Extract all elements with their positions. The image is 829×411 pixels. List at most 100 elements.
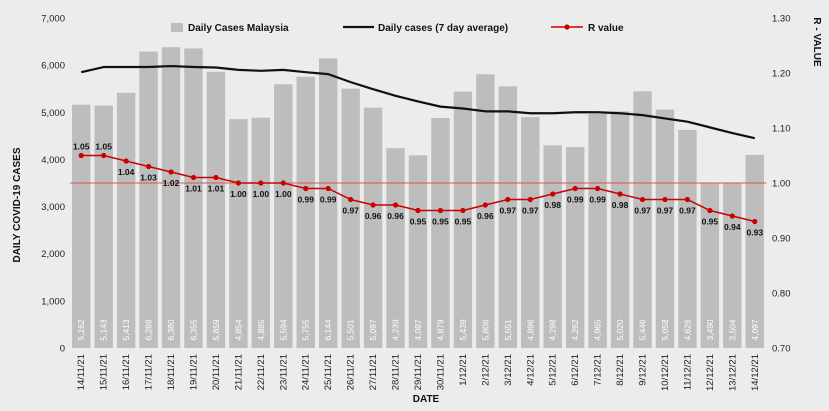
y-tick-label: 3,000 — [41, 202, 65, 213]
y-tick-label: 2,000 — [41, 249, 65, 260]
r-value-point — [392, 202, 399, 208]
bar-value-label: 5,413 — [121, 319, 131, 341]
bar-value-label: 4,626 — [682, 319, 692, 341]
r-value-label: 0.96 — [365, 211, 382, 221]
bar-value-label: 5,143 — [99, 319, 109, 341]
r-value-label: 0.93 — [747, 228, 764, 238]
x-tick-label: 4/12/21 — [525, 354, 536, 386]
r-value-label: 0.95 — [410, 217, 427, 227]
y2-tick-label: 1.20 — [772, 69, 791, 80]
y2-tick-label: 1.10 — [772, 124, 791, 135]
left-axis-ticks: 0 1,000 2,000 3,000 4,000 5,000 6,000 7,000 — [41, 14, 65, 355]
r-value-point — [415, 207, 421, 214]
bar — [700, 183, 720, 348]
bar-value-label: 6,380 — [166, 319, 176, 341]
r-value-series — [78, 152, 758, 225]
bar — [498, 86, 518, 348]
bar-value-label: 5,020 — [615, 319, 625, 341]
x-tick-label: 24/11/21 — [301, 354, 312, 390]
r-value-label: 1.00 — [275, 189, 292, 199]
legend-label-average: Daily cases (7 day average) — [378, 23, 508, 34]
x-tick-label: 1/12/21 — [458, 354, 469, 386]
r-value-label: 0.97 — [342, 206, 359, 216]
bar-value-label: 5,501 — [346, 319, 356, 341]
bar — [610, 111, 630, 348]
bar-value-label: 4,087 — [413, 319, 423, 341]
x-tick-label: 2/12/21 — [480, 354, 491, 386]
r-value-point — [280, 180, 286, 186]
r-value-label: 0.97 — [500, 206, 517, 216]
r-value-point — [348, 196, 354, 203]
r-value-label: 1.05 — [73, 142, 90, 152]
r-value-point — [617, 191, 623, 197]
bar — [341, 88, 360, 348]
x-tick-label: 30/11/21 — [435, 354, 446, 390]
x-tick-label: 23/11/21 — [278, 354, 289, 390]
r-value-point — [684, 196, 691, 203]
r-value-label: 1.05 — [95, 142, 112, 152]
x-tick-label: 15/11/21 — [99, 354, 110, 390]
x-tick-label: 29/11/21 — [413, 354, 424, 390]
x-tick-label: 21/11/21 — [233, 354, 244, 390]
legend-marker-r — [564, 24, 570, 30]
x-tick-label: 25/11/21 — [323, 354, 334, 390]
r-value-point — [662, 196, 668, 203]
x-tick-label: 9/12/21 — [638, 354, 649, 386]
bar — [72, 104, 91, 348]
bar — [206, 71, 226, 348]
bar — [386, 148, 405, 348]
r-value-point — [78, 152, 84, 159]
r-value-point — [505, 196, 511, 203]
bar — [453, 91, 473, 348]
x-axis-title: DATE — [413, 394, 440, 405]
r-value-label: 0.99 — [297, 195, 314, 205]
r-value-point — [460, 207, 466, 214]
r-value-point — [303, 185, 309, 192]
bar-value-label: 5,859 — [211, 319, 221, 341]
bar-value-label: 3,504 — [727, 319, 737, 341]
x-tick-label: 6/12/21 — [570, 354, 581, 386]
x-tick-label: 18/11/21 — [166, 354, 177, 390]
y2-tick-label: 0.90 — [772, 234, 791, 245]
x-tick-label: 16/11/21 — [121, 354, 132, 390]
bar-value-label: 6,355 — [188, 319, 198, 341]
r-value-point — [168, 169, 174, 175]
x-tick-label: 27/11/21 — [368, 354, 379, 390]
y2-tick-label: 0.80 — [772, 289, 791, 300]
r-value-point — [145, 163, 152, 170]
x-tick-label: 3/12/21 — [503, 354, 514, 386]
bar — [431, 117, 450, 349]
r-value-label: 0.97 — [522, 206, 539, 216]
bar — [251, 117, 271, 348]
bar — [94, 105, 113, 349]
r-value-point — [101, 152, 107, 159]
bar — [139, 51, 158, 349]
x-tick-label: 10/12/21 — [660, 354, 671, 391]
y-tick-label: 0 — [60, 344, 65, 355]
y2-axis-title: R - VALUE — [811, 17, 822, 67]
bar — [633, 91, 652, 348]
y-tick-label: 6,000 — [41, 61, 65, 72]
bar-value-label: 4,965 — [593, 319, 603, 341]
bar-series-daily-cases — [72, 47, 764, 349]
bar-value-label: 5,097 — [368, 319, 378, 341]
bar-value-label: 5,594 — [278, 319, 288, 341]
x-tick-label: 13/12/21 — [727, 354, 738, 391]
bar — [678, 129, 697, 348]
r-value-point — [572, 185, 578, 192]
r-value-label: 0.96 — [387, 211, 404, 221]
r-value-point — [729, 213, 735, 219]
r-value-point — [527, 196, 533, 203]
bar — [408, 155, 428, 348]
r-value-label: 0.97 — [657, 206, 674, 216]
bar-value-labels: 5,162 5,143 5,413 6,288 6,380 6,355 5,859 4,854… — [76, 319, 760, 341]
bar — [363, 107, 383, 348]
bar-value-label: 4,097 — [750, 319, 760, 341]
x-tick-label: 19/11/21 — [188, 354, 199, 390]
y-tick-label: 4,000 — [41, 155, 65, 166]
bar — [318, 58, 338, 349]
bar-value-label: 4,885 — [256, 319, 266, 341]
y2-tick-label: 1.30 — [772, 14, 791, 25]
